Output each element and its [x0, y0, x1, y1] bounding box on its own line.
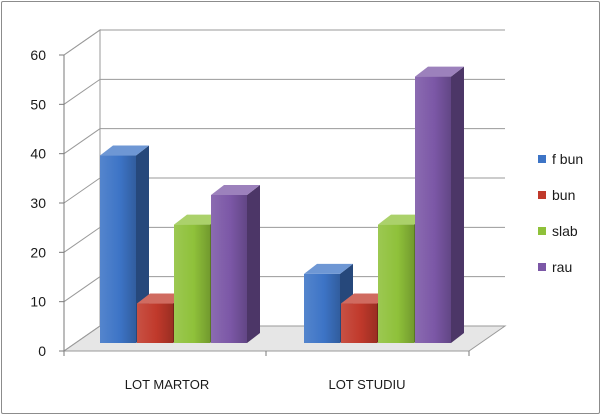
bar-top-rau — [211, 185, 260, 195]
bar-side-rau — [451, 66, 464, 343]
bar-rau — [211, 195, 247, 343]
legend-swatch — [538, 191, 546, 199]
y-tick-label: 40 — [30, 146, 46, 162]
x-category-label: LOT MARTOR — [125, 377, 210, 392]
bar-top-slab — [174, 214, 223, 225]
bar-bun — [341, 303, 377, 343]
bar-slab — [378, 224, 414, 343]
y-tick-label: 20 — [30, 244, 46, 260]
bar-top-f-bun — [304, 263, 353, 274]
bar-side-f-bun — [136, 145, 149, 343]
legend-swatch — [538, 263, 546, 271]
y-tick-label: 50 — [30, 96, 46, 112]
legend-label: f bun — [552, 151, 583, 167]
gridline — [63, 128, 505, 155]
legend-label: bun — [552, 187, 575, 203]
x-category-label: LOT STUDIU — [328, 377, 405, 392]
legend-label: rau — [552, 259, 572, 275]
y-tick-label: 30 — [30, 195, 46, 211]
bar-top-f-bun — [100, 145, 149, 156]
legend-swatch — [538, 155, 546, 163]
legend-label: slab — [552, 223, 578, 239]
bar-f-bun — [304, 273, 340, 343]
bar-bun — [137, 303, 173, 343]
y-tick-label: 60 — [30, 47, 46, 63]
bar-top-bun — [341, 293, 390, 304]
gridline — [63, 29, 505, 56]
gridline — [63, 78, 505, 105]
bar-top-bun — [137, 293, 186, 304]
bar-top-slab — [378, 214, 427, 225]
bar-slab — [174, 224, 210, 343]
bar-top-rau — [415, 66, 464, 77]
y-tick-label: 10 — [30, 294, 46, 310]
bar-rau — [415, 76, 451, 343]
y-tick-label: 0 — [38, 343, 46, 359]
legend-swatch — [538, 227, 546, 235]
bar-side-rau — [247, 185, 260, 343]
bar-f-bun — [100, 155, 136, 343]
